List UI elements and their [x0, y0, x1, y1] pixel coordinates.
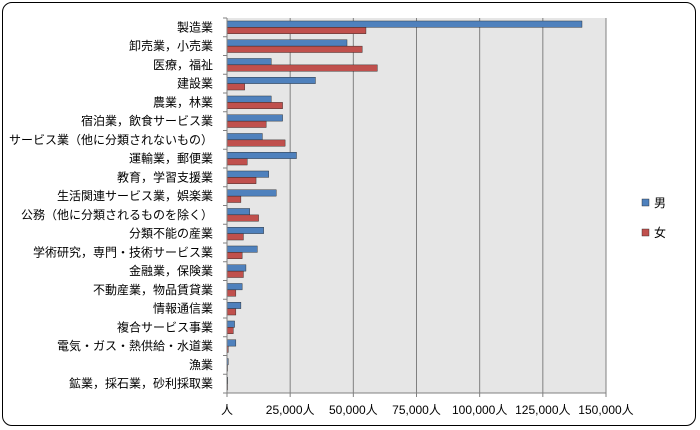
bar-female	[226, 120, 267, 128]
category-label: 生活関連サービス業，娯楽業	[57, 189, 213, 203]
bar-female	[226, 102, 283, 109]
category-label: 金融業，保険業	[129, 263, 213, 278]
x-tick-label: 150,000人	[578, 403, 633, 417]
axes	[223, 17, 607, 397]
category-labels: 製造業卸売業，小売業医療，福祉建設業農業，林業宿泊業，飲食サービス業サービス業（…	[9, 20, 213, 390]
bar-female	[226, 289, 237, 297]
category-label: 複合サービス事業	[117, 319, 213, 334]
category-label: 宿泊業，飲食サービス業	[81, 113, 213, 128]
bar-female	[226, 27, 367, 34]
category-label: 鉱業，採石業，砂利採取業	[69, 376, 213, 391]
bar-male	[226, 39, 348, 47]
bar-male	[226, 339, 237, 347]
bar-female	[226, 195, 242, 203]
bar-female	[226, 158, 248, 166]
category-label: 公務（他に分類されるものを除く）	[21, 207, 213, 222]
bar-male	[226, 283, 243, 291]
bar-male	[226, 189, 277, 197]
bar-male	[226, 245, 258, 253]
category-label: サービス業（他に分類されないもの）	[9, 133, 213, 147]
bar-male	[226, 58, 272, 66]
bar-female	[226, 270, 244, 278]
bar-female	[226, 139, 286, 147]
bar-male	[226, 208, 250, 216]
category-label: 教育，学習支援業	[117, 169, 213, 184]
x-tick-label: 125,000人	[515, 403, 570, 417]
bar-male	[226, 152, 297, 159]
bar-male	[226, 20, 583, 28]
category-label: 漁業	[189, 358, 213, 372]
legend-label-male: 男	[654, 196, 666, 210]
x-tick-label: 50,000人	[329, 403, 378, 417]
category-label: 情報通信業	[153, 302, 213, 316]
category-label: 製造業	[177, 20, 213, 34]
category-label: 分類不能の産業	[129, 226, 213, 241]
category-label: 電気・ガス・熱供給・水道業	[57, 338, 213, 353]
bar-male	[226, 133, 263, 141]
bar-female	[226, 83, 245, 91]
bar-male	[226, 302, 242, 309]
bar-male	[226, 77, 316, 84]
category-label: 不動産業，物品賃貸業	[93, 282, 213, 297]
bar-male	[226, 264, 247, 272]
legend-swatch-female	[641, 228, 650, 237]
bar-female	[226, 327, 234, 334]
legend-label-female: 女	[654, 225, 666, 240]
bar-male	[226, 170, 269, 178]
bar-female	[226, 177, 257, 184]
bar-female	[226, 252, 243, 259]
bar-male	[226, 227, 264, 234]
category-label: 卸売業，小売業	[129, 38, 213, 53]
legend: 男女	[641, 196, 666, 240]
legend-swatch-male	[641, 198, 650, 207]
category-label: 学術研究，専門・技術サービス業	[33, 244, 213, 259]
category-label: 運輸業，郵便業	[129, 151, 213, 166]
bar-female	[226, 233, 244, 241]
tick-labels: 人 25,000人 50,000人 75,000人 100,000人 125,000人 15…	[221, 403, 634, 417]
x-tick-label: 25,000人	[266, 403, 315, 417]
x-tick-label: 75,000人	[392, 403, 441, 417]
bar-female	[226, 214, 259, 222]
category-label: 農業，林業	[153, 95, 213, 109]
bar-female	[226, 64, 378, 72]
gridlines	[289, 18, 607, 393]
category-label: 建設業	[177, 76, 213, 91]
x-tick-label: 100,000人	[452, 403, 507, 417]
bar-male	[226, 114, 283, 122]
x-tick-label: 人	[221, 403, 233, 417]
category-label: 医療，福祉	[153, 57, 213, 72]
bar-female	[226, 308, 237, 316]
bar-male	[226, 320, 235, 328]
bar-male	[226, 95, 272, 103]
bar-female	[226, 45, 363, 53]
